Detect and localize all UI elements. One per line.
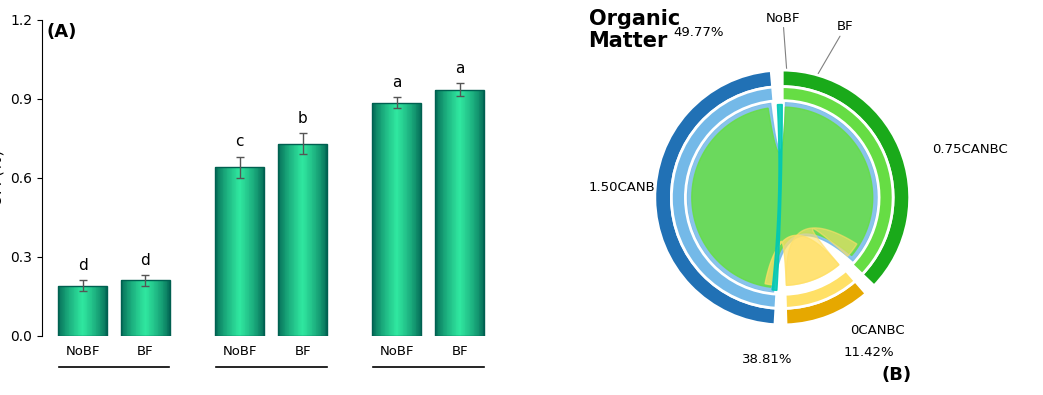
Text: 11.42%: 11.42% — [844, 346, 894, 359]
Text: Organic
Matter: Organic Matter — [588, 9, 680, 51]
Wedge shape — [655, 71, 776, 325]
Text: 38.81%: 38.81% — [742, 353, 793, 366]
Wedge shape — [672, 87, 777, 308]
Bar — [278, 143, 328, 336]
Bar — [215, 167, 264, 336]
Wedge shape — [785, 281, 866, 325]
Text: (B): (B) — [881, 366, 912, 384]
Polygon shape — [686, 102, 878, 293]
Text: a: a — [392, 75, 402, 90]
Polygon shape — [786, 228, 857, 285]
Text: 1.50CANBC: 1.50CANBC — [588, 181, 664, 194]
Text: 0.75CANBC: 0.75CANBC — [931, 143, 1008, 156]
Text: 49.77%: 49.77% — [674, 26, 724, 39]
Bar — [58, 286, 107, 336]
Text: d: d — [78, 258, 88, 273]
Wedge shape — [782, 70, 909, 286]
Polygon shape — [772, 105, 782, 290]
Text: NoBF: NoBF — [766, 12, 800, 70]
Wedge shape — [782, 87, 893, 275]
Wedge shape — [785, 271, 855, 308]
Bar — [121, 280, 170, 336]
Text: (A): (A) — [46, 23, 77, 41]
Text: a: a — [455, 60, 464, 75]
Text: c: c — [236, 134, 244, 149]
Text: d: d — [141, 253, 150, 268]
Bar — [372, 103, 421, 336]
Polygon shape — [765, 235, 839, 285]
Y-axis label: OM (%): OM (%) — [0, 150, 4, 206]
Text: 0CANBC: 0CANBC — [851, 324, 905, 337]
Text: BF: BF — [818, 21, 854, 75]
Polygon shape — [692, 107, 873, 287]
Bar — [435, 90, 484, 336]
Text: b: b — [297, 111, 308, 126]
